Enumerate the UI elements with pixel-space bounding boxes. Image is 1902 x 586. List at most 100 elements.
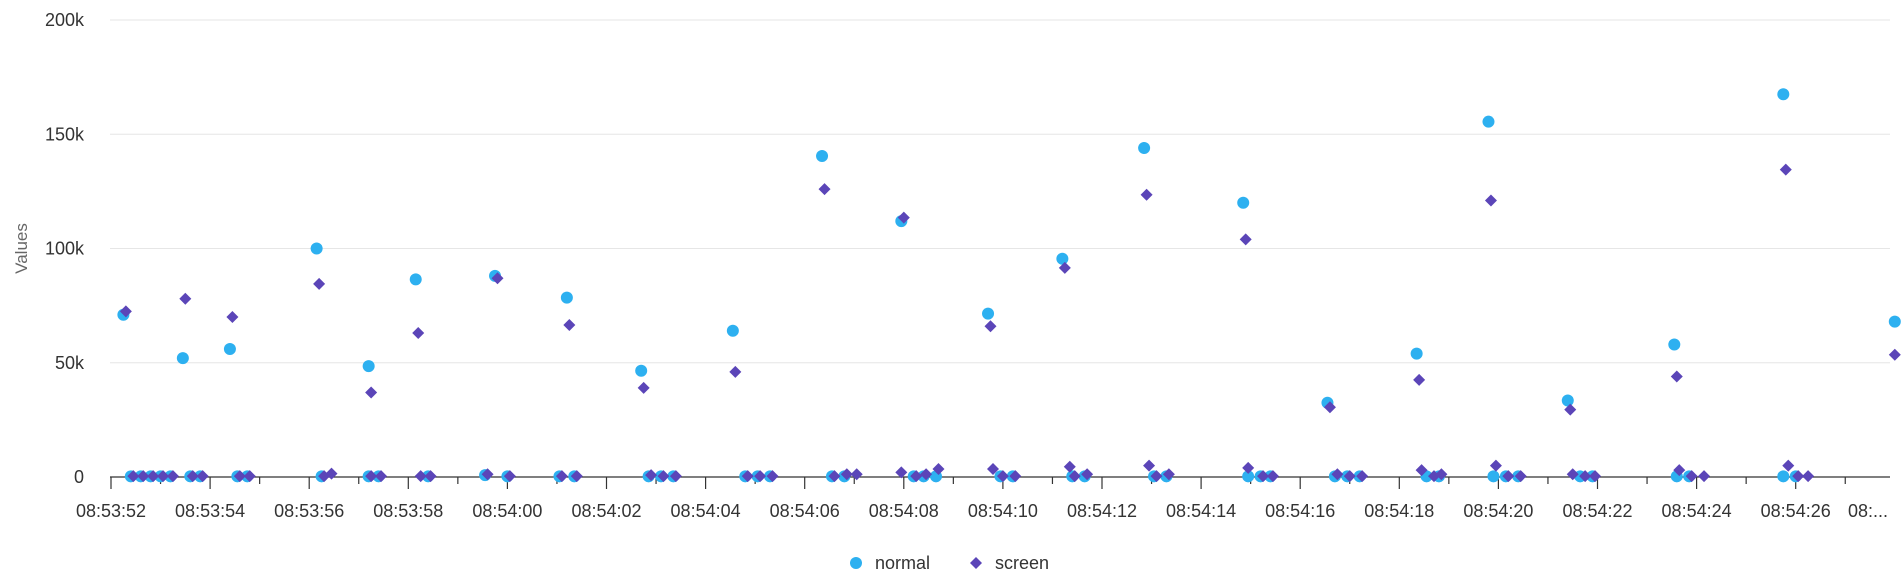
data-point-screen[interactable] [365, 470, 378, 483]
data-point-screen[interactable] [166, 470, 179, 483]
data-point-screen[interactable] [1802, 470, 1815, 483]
data-point-screen[interactable] [1579, 470, 1592, 483]
data-point-screen[interactable] [1058, 261, 1071, 274]
legend[interactable]: normal screen [850, 553, 1049, 573]
data-point-screen[interactable] [1323, 401, 1336, 414]
data-point-normal[interactable] [1237, 196, 1250, 209]
data-point-normal[interactable] [176, 352, 189, 365]
data-point-screen[interactable] [1081, 468, 1094, 481]
data-point-screen[interactable] [818, 183, 831, 196]
data-point-screen[interactable] [741, 470, 754, 483]
data-point-screen[interactable] [325, 467, 338, 480]
data-point-screen[interactable] [1415, 464, 1428, 477]
data-point-screen[interactable] [147, 470, 160, 483]
data-point-screen[interactable] [186, 470, 199, 483]
data-point-screen[interactable] [1782, 459, 1795, 472]
legend-item-screen[interactable]: screen [970, 553, 1049, 573]
data-point-screen[interactable] [754, 470, 767, 483]
data-point-screen[interactable] [365, 386, 378, 399]
data-point-screen[interactable] [1670, 370, 1683, 383]
data-point-screen[interactable] [669, 470, 682, 483]
data-point-screen[interactable] [570, 470, 583, 483]
data-point-normal[interactable] [982, 307, 995, 320]
data-point-screen[interactable] [1242, 461, 1255, 474]
data-point-screen[interactable] [932, 463, 945, 476]
data-point-screen[interactable] [196, 470, 209, 483]
data-point-screen[interactable] [137, 470, 150, 483]
data-point-screen[interactable] [984, 320, 997, 333]
data-point-screen[interactable] [1435, 468, 1448, 481]
data-point-screen[interactable] [1698, 470, 1711, 483]
data-point-normal[interactable] [409, 273, 422, 286]
data-point-screen[interactable] [910, 470, 923, 483]
data-point-screen[interactable] [1063, 460, 1076, 473]
data-point-screen[interactable] [1150, 470, 1163, 483]
data-point-screen[interactable] [243, 470, 256, 483]
data-point-normal[interactable] [1410, 347, 1423, 360]
data-point-normal[interactable] [1056, 252, 1069, 265]
data-point-screen[interactable] [657, 470, 670, 483]
data-point-screen[interactable] [1514, 470, 1527, 483]
data-point-normal[interactable] [1487, 470, 1500, 483]
data-point-screen[interactable] [766, 470, 779, 483]
data-point-screen[interactable] [895, 466, 908, 479]
data-point-screen[interactable] [226, 311, 239, 324]
data-point-screen[interactable] [828, 470, 841, 483]
data-point-screen[interactable] [119, 305, 132, 318]
data-point-normal[interactable] [1668, 338, 1681, 351]
data-point-normal[interactable] [1561, 394, 1574, 407]
data-point-screen[interactable] [563, 319, 576, 332]
data-point-screen[interactable] [1489, 459, 1502, 472]
data-point-normal[interactable] [223, 343, 236, 356]
data-point-screen[interactable] [897, 211, 910, 224]
data-point-screen[interactable] [920, 468, 933, 481]
data-point-screen[interactable] [1143, 459, 1156, 472]
data-point-screen[interactable] [491, 272, 504, 285]
data-point-screen[interactable] [1566, 468, 1579, 481]
data-point-screen[interactable] [1009, 470, 1022, 483]
data-point-normal[interactable] [635, 364, 648, 377]
data-point-screen[interactable] [481, 468, 494, 481]
data-point-screen[interactable] [503, 470, 516, 483]
data-point-screen[interactable] [1792, 470, 1805, 483]
data-point-screen[interactable] [127, 470, 140, 483]
data-point-screen[interactable] [1888, 348, 1901, 361]
data-point-screen[interactable] [313, 277, 326, 290]
data-point-screen[interactable] [412, 327, 425, 340]
data-point-normal[interactable] [362, 360, 375, 373]
data-point-screen[interactable] [637, 381, 650, 394]
data-point-screen[interactable] [840, 468, 853, 481]
data-point-screen[interactable] [1266, 470, 1279, 483]
data-point-normal[interactable] [310, 242, 323, 255]
data-point-screen[interactable] [424, 470, 437, 483]
data-point-screen[interactable] [850, 468, 863, 481]
data-point-screen[interactable] [1356, 470, 1369, 483]
data-point-screen[interactable] [179, 292, 192, 305]
data-point-screen[interactable] [986, 463, 999, 476]
data-point-normal[interactable] [560, 291, 573, 304]
data-point-screen[interactable] [645, 469, 658, 482]
data-point-screen[interactable] [414, 470, 427, 483]
data-point-normal[interactable] [726, 324, 739, 337]
data-point-normal[interactable] [816, 149, 829, 162]
data-point-screen[interactable] [233, 470, 246, 483]
data-point-screen[interactable] [1502, 470, 1515, 483]
data-point-screen[interactable] [1484, 194, 1497, 207]
data-point-normal[interactable] [1888, 315, 1901, 328]
data-point-normal[interactable] [1242, 470, 1255, 483]
legend-item-normal[interactable]: normal [850, 553, 930, 573]
data-point-screen[interactable] [1162, 468, 1175, 481]
data-point-screen[interactable] [1673, 464, 1686, 477]
data-point-screen[interactable] [1685, 470, 1698, 483]
data-point-screen[interactable] [1589, 470, 1602, 483]
data-point-screen[interactable] [729, 365, 742, 378]
data-point-screen[interactable] [1140, 188, 1153, 201]
data-point-screen[interactable] [996, 470, 1009, 483]
data-point-screen[interactable] [1068, 470, 1081, 483]
data-point-normal[interactable] [1777, 470, 1790, 483]
data-point-normal[interactable] [1138, 141, 1151, 154]
data-point-screen[interactable] [1257, 470, 1270, 483]
data-point-screen[interactable] [1239, 233, 1252, 246]
data-point-screen[interactable] [1564, 403, 1577, 416]
data-point-screen[interactable] [1331, 468, 1344, 481]
